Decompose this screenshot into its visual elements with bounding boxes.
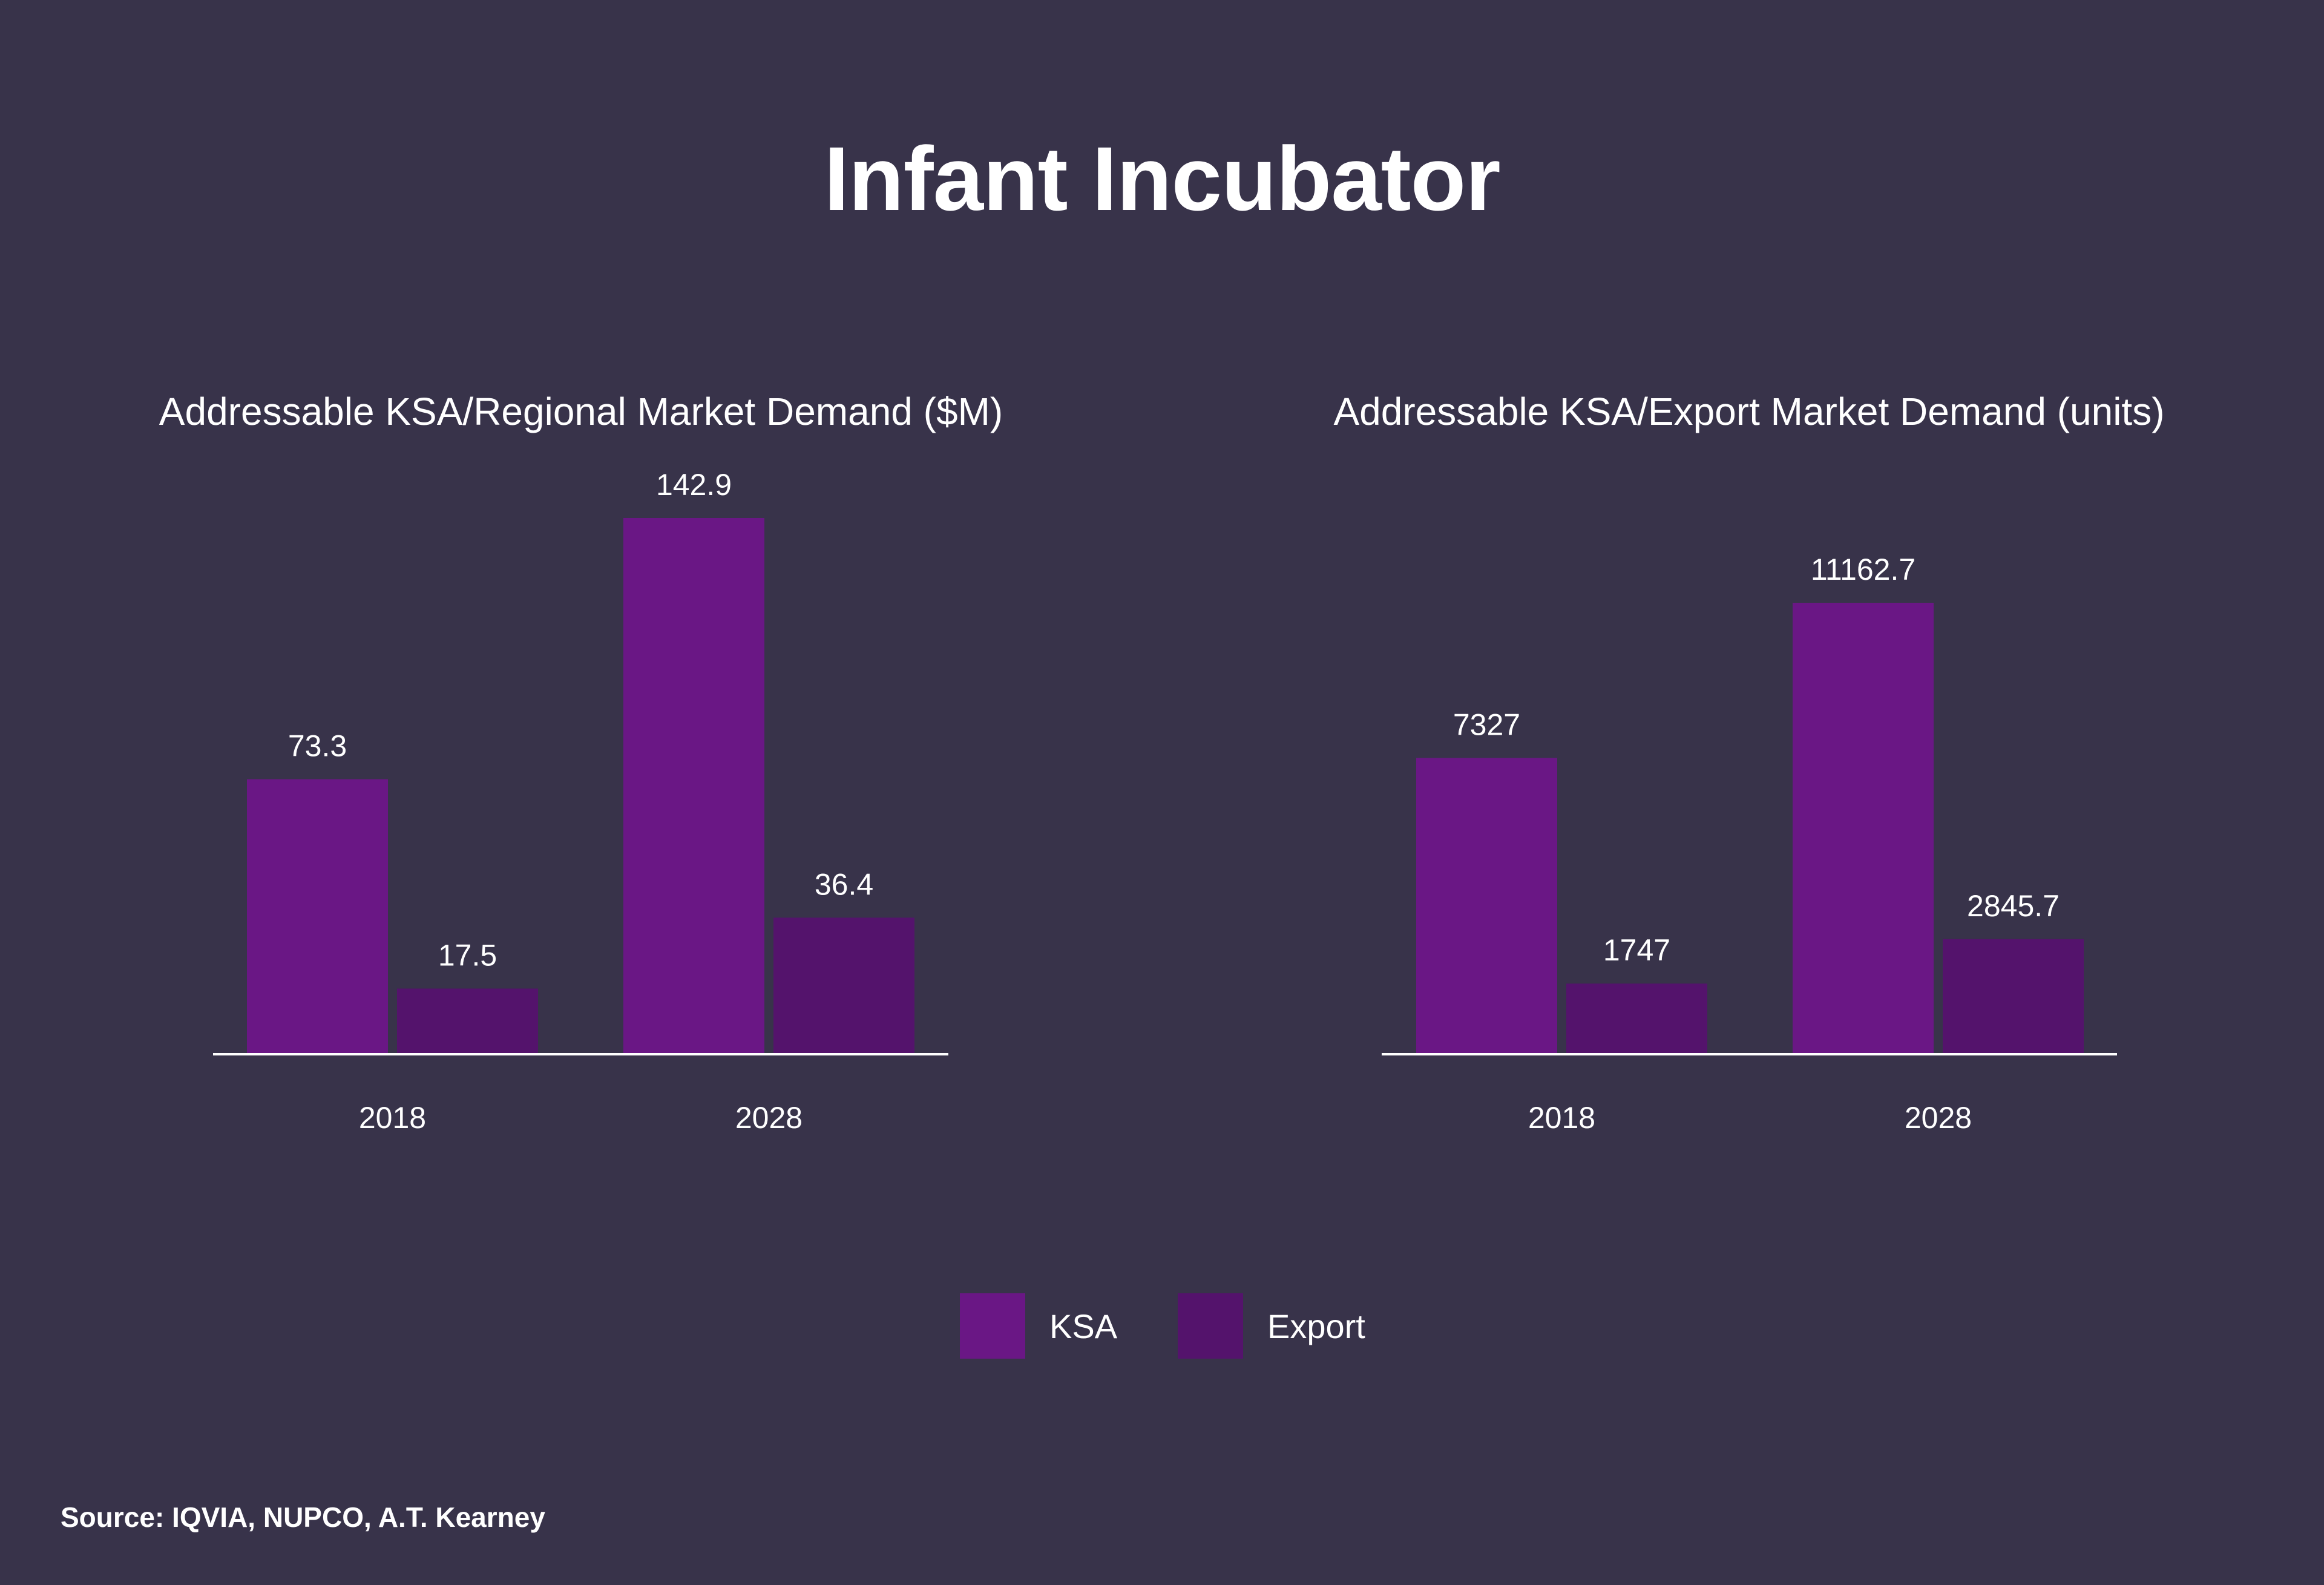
chart-title-1: Addressable KSA/Regional Market Demand (… <box>159 390 1003 433</box>
data-label-ksa-2018-chart1: 73.3 <box>288 729 347 763</box>
legend-swatch-export <box>1178 1293 1243 1359</box>
x-tick-label-2028-chart2: 2028 <box>1905 1101 1972 1135</box>
chart-title-2: Addressable KSA/Export Market Demand (un… <box>1333 390 2164 433</box>
x-tick-label-2018-chart2: 2018 <box>1528 1101 1595 1135</box>
bar-export-2028-chart2 <box>1943 939 2084 1054</box>
bar-ksa-2018-chart1 <box>247 779 388 1054</box>
source-note: Source: IQVIA, NUPCO, A.T. Kearney <box>61 1501 545 1533</box>
bar-ksa-2018-chart2 <box>1416 758 1557 1054</box>
page-title: Infant Incubator <box>824 128 1500 229</box>
data-label-export-2018-chart2: 1747 <box>1603 933 1670 967</box>
legend: KSA Export <box>0 1293 2324 1359</box>
data-label-export-2028-chart1: 36.4 <box>815 867 873 901</box>
bar-export-2018-chart1 <box>397 988 538 1054</box>
data-label-ksa-2028-chart2: 11162.7 <box>1811 553 1915 586</box>
data-label-export-2018-chart1: 17.5 <box>438 938 497 972</box>
data-label-ksa-2018-chart2: 7327 <box>1453 707 1520 741</box>
x-tick-label-2028-chart1: 2028 <box>735 1101 803 1135</box>
bar-export-2018-chart2 <box>1566 983 1707 1054</box>
x-tick-label-2018-chart1: 2018 <box>359 1101 426 1135</box>
legend-item-ksa: KSA <box>960 1293 1117 1359</box>
bar-ksa-2028-chart1 <box>623 518 764 1054</box>
data-label-export-2028-chart2: 2845.7 <box>1967 889 2060 923</box>
legend-label-ksa: KSA <box>1049 1307 1118 1345</box>
bar-export-2028-chart1 <box>773 917 914 1054</box>
legend-swatch-ksa <box>960 1293 1025 1359</box>
data-label-ksa-2028-chart1: 142.9 <box>656 468 732 502</box>
legend-item-export: Export <box>1178 1293 1365 1359</box>
legend-label-export: Export <box>1267 1307 1365 1345</box>
bar-ksa-2028-chart2 <box>1793 603 1934 1054</box>
